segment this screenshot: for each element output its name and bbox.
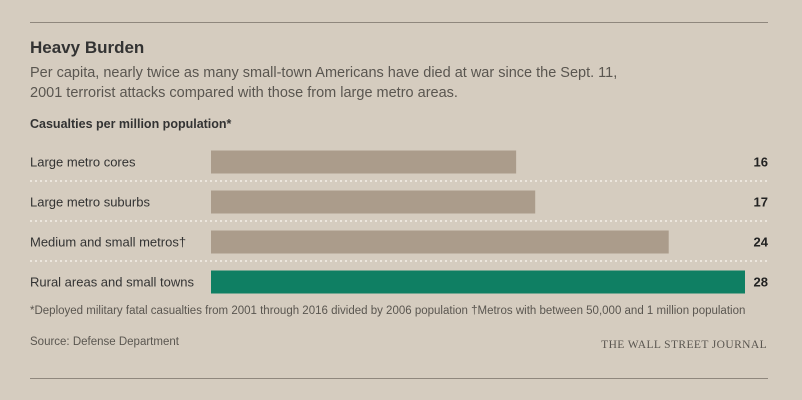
footnote: *Deployed military fatal casualties from… <box>30 305 746 317</box>
value-label: 16 <box>754 155 768 170</box>
category-label: Medium and small metros† <box>30 235 186 250</box>
bar-highlight <box>211 270 745 294</box>
bar-chart: Large metro cores 16 Large metro suburbs 17… <box>30 150 769 294</box>
bar <box>211 230 669 254</box>
chart-subtitle: Per capita, nearly twice as many small-t… <box>30 65 618 101</box>
value-label: 17 <box>754 195 768 210</box>
bottom-rule <box>30 378 768 379</box>
metric-label: Casualties per million population* <box>30 117 232 131</box>
category-label: Large metro suburbs <box>30 195 150 210</box>
bar <box>211 150 517 174</box>
category-label: Large metro cores <box>30 155 136 170</box>
publisher-credit: THE WALL STREET JOURNAL <box>601 339 767 351</box>
category-label: Rural areas and small towns <box>30 275 195 290</box>
chart-title: Heavy Burden <box>30 38 145 57</box>
bar <box>211 190 536 214</box>
top-rule <box>30 22 768 23</box>
source-note: Source: Defense Department <box>30 336 179 348</box>
value-label: 24 <box>754 235 769 250</box>
value-label: 28 <box>754 275 768 290</box>
